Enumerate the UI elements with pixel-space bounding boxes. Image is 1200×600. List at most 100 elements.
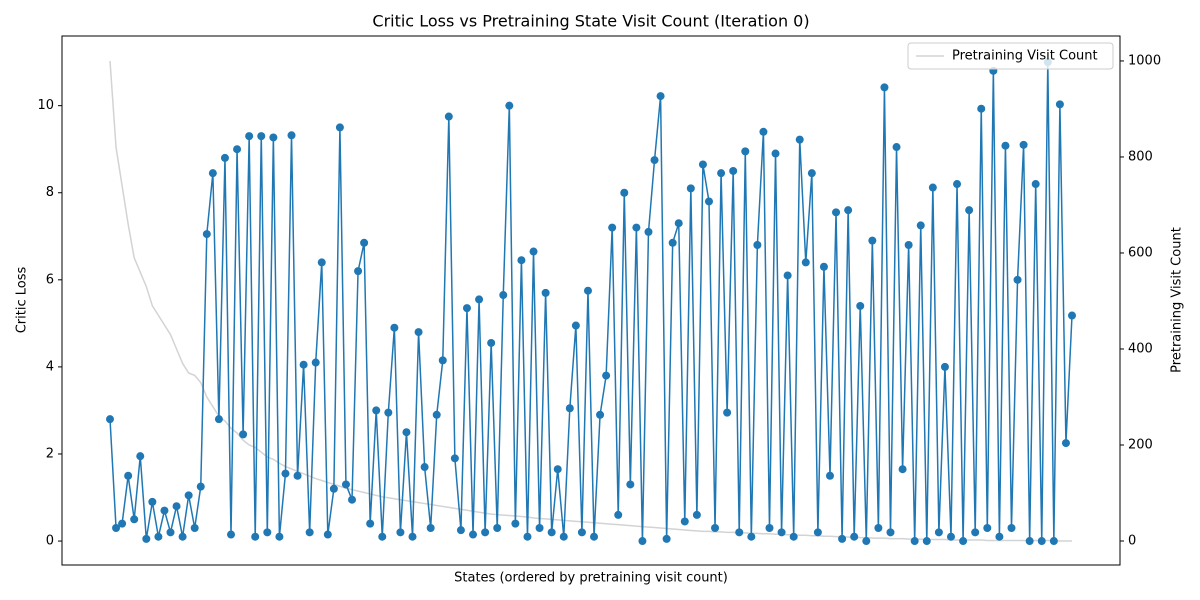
loss-point — [868, 236, 877, 245]
loss-point — [577, 528, 586, 537]
loss-point — [608, 223, 617, 232]
loss-point — [940, 362, 949, 371]
loss-point — [245, 132, 254, 141]
loss-point — [354, 267, 363, 276]
loss-point — [747, 532, 756, 541]
loss-point — [965, 206, 974, 215]
loss-point — [172, 502, 181, 511]
loss-point — [668, 238, 677, 247]
loss-point — [299, 360, 308, 369]
loss-point — [438, 356, 447, 365]
loss-point — [729, 166, 738, 175]
loss-point — [698, 160, 707, 169]
loss-point — [214, 415, 223, 424]
loss-point — [517, 256, 526, 265]
loss-point — [257, 132, 266, 141]
loss-point — [1031, 180, 1040, 189]
loss-point — [1025, 537, 1034, 546]
loss-point — [959, 537, 968, 546]
loss-point — [886, 528, 895, 537]
x-axis-label: States (ordered by pretraining visit cou… — [454, 571, 728, 586]
loss-point — [124, 471, 133, 480]
loss-point — [396, 528, 405, 537]
loss-point — [638, 537, 647, 546]
loss-point — [402, 428, 411, 437]
loss-point — [1068, 311, 1076, 320]
loss-point — [825, 471, 834, 480]
loss-point — [590, 532, 599, 541]
loss-point — [632, 223, 641, 232]
loss-point — [838, 534, 847, 543]
loss-point — [426, 523, 435, 532]
loss-point — [112, 523, 121, 532]
loss-point — [904, 240, 913, 249]
loss-point — [971, 528, 980, 537]
loss-point — [469, 530, 478, 539]
loss-point — [1007, 523, 1016, 532]
loss-point — [844, 206, 853, 215]
loss-point — [202, 230, 211, 239]
y-tick-label: 4 — [46, 359, 54, 374]
y-axis-label: Critic Loss — [15, 267, 30, 334]
loss-point — [372, 406, 381, 415]
loss-point — [946, 532, 955, 541]
loss-point — [450, 454, 459, 463]
loss-point — [293, 471, 302, 480]
loss-point — [505, 101, 514, 110]
loss-point — [759, 127, 768, 136]
loss-point — [874, 523, 883, 532]
y-tick-label: 6 — [46, 272, 54, 287]
y2-tick-label: 600 — [1128, 245, 1153, 260]
loss-point — [444, 112, 453, 121]
loss-point — [208, 169, 217, 178]
loss-point — [1019, 140, 1028, 149]
loss-point — [674, 219, 683, 228]
y-tick-label: 10 — [37, 98, 54, 113]
loss-point — [644, 227, 653, 236]
loss-point — [813, 528, 822, 537]
loss-point — [462, 304, 471, 313]
loss-point — [196, 482, 205, 491]
loss-point — [795, 135, 804, 144]
loss-point — [832, 208, 841, 217]
loss-point — [323, 530, 332, 539]
loss-line — [109, 62, 1073, 542]
loss-point — [662, 534, 671, 543]
loss-point — [565, 404, 574, 413]
loss-point — [305, 528, 314, 537]
loss-point — [680, 517, 689, 526]
loss-point — [148, 497, 157, 506]
loss-point — [741, 147, 750, 156]
loss-point — [711, 523, 720, 532]
loss-point — [983, 523, 992, 532]
loss-point — [239, 430, 248, 439]
loss-point — [251, 532, 260, 541]
loss-point — [335, 123, 344, 132]
loss-point — [227, 530, 236, 539]
y-tick-label: 0 — [46, 534, 54, 549]
loss-point — [408, 532, 417, 541]
y2-tick-label: 1000 — [1128, 53, 1161, 68]
y2-tick-label: 400 — [1128, 341, 1153, 356]
loss-point — [366, 519, 375, 528]
loss-point — [1037, 537, 1046, 546]
loss-point — [892, 143, 901, 152]
loss-point — [807, 169, 816, 178]
loss-point — [910, 537, 919, 546]
y-tick-label: 8 — [46, 185, 54, 200]
loss-point — [922, 537, 931, 546]
loss-point — [499, 291, 508, 300]
loss-point — [487, 338, 496, 347]
loss-point — [348, 495, 357, 504]
loss-point — [916, 221, 925, 230]
loss-point — [547, 528, 556, 537]
loss-point — [686, 184, 695, 193]
loss-point — [178, 532, 187, 541]
loss-point — [735, 528, 744, 537]
loss-point — [384, 408, 393, 417]
loss-point — [535, 523, 544, 532]
loss-point — [190, 523, 199, 532]
loss-point — [481, 528, 490, 537]
loss-point — [414, 328, 423, 337]
